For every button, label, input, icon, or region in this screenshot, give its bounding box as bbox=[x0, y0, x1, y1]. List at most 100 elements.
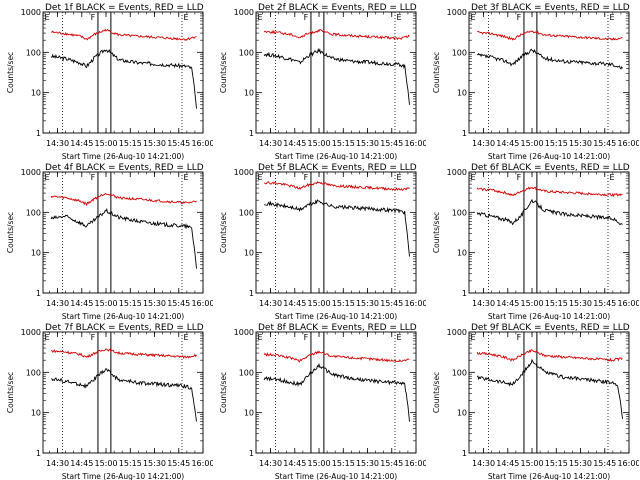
x-tick-label: 15:15 bbox=[332, 139, 355, 148]
panel-svg: Det 1f BLACK = Events, RED = LLD Counts/s… bbox=[6, 3, 213, 160]
x-tick-label: 15:30 bbox=[569, 459, 592, 468]
y-tick-label: 1 bbox=[249, 289, 254, 298]
x-tick-label: 15:15 bbox=[332, 299, 355, 308]
panel-title: Det 8f BLACK = Events, RED = LLD bbox=[258, 323, 417, 333]
lld-line bbox=[50, 28, 197, 41]
x-tick-label: 15:30 bbox=[143, 139, 166, 148]
y-tick-label: 100 bbox=[239, 208, 254, 217]
interval-marker-left: E bbox=[44, 333, 49, 342]
x-tick-label: 15:15 bbox=[119, 139, 142, 148]
plot-frame bbox=[255, 171, 417, 294]
x-tick-label: 15:45 bbox=[167, 299, 190, 308]
y-tick-label: 100 bbox=[26, 368, 41, 377]
lld-line bbox=[51, 348, 197, 359]
y-tick-label: 100 bbox=[452, 48, 467, 57]
y-tick-label: 1000 bbox=[447, 328, 467, 337]
y-tick-label: 1 bbox=[249, 449, 254, 458]
interval-marker-left: E bbox=[44, 13, 49, 22]
y-tick-label: 1000 bbox=[21, 328, 41, 337]
series-group bbox=[264, 180, 410, 257]
series-group bbox=[50, 28, 197, 109]
interval-marker-right: E bbox=[183, 173, 188, 182]
y-tick-label: 1 bbox=[36, 129, 41, 138]
events-line bbox=[263, 47, 410, 105]
panel-svg: Det 8f BLACK = Events, RED = LLD Counts/s… bbox=[219, 323, 426, 480]
interval-marker-right: E bbox=[609, 333, 614, 342]
plot-frame bbox=[468, 171, 630, 294]
series-group bbox=[476, 186, 623, 226]
x-tick-label: 15:00 bbox=[307, 299, 330, 308]
x-tick-label: 15:45 bbox=[593, 459, 616, 468]
events-line bbox=[476, 48, 623, 70]
interval-marker-middle: F bbox=[517, 173, 522, 182]
x-tick-label: 16:00 bbox=[404, 459, 426, 468]
panel-title: Det 3f BLACK = Events, RED = LLD bbox=[471, 3, 630, 13]
y-tick-label: 1 bbox=[36, 449, 41, 458]
interval-marker-left: E bbox=[470, 173, 475, 182]
y-axis-label: Counts/sec bbox=[6, 212, 15, 253]
interval-marker-middle: F bbox=[304, 173, 309, 182]
x-axis-label: Start Time (26-Aug-10 14:21:00) bbox=[275, 152, 397, 160]
y-axis-label: Counts/sec bbox=[432, 52, 441, 93]
y-tick-label: 100 bbox=[239, 48, 254, 57]
x-tick-label: 15:15 bbox=[119, 459, 142, 468]
panel-det-4: Det 4f BLACK = Events, RED = LLD Counts/s… bbox=[0, 160, 213, 320]
y-tick-label: 1 bbox=[249, 129, 254, 138]
interval-marker-middle: F bbox=[304, 13, 309, 22]
panel-det-8: Det 8f BLACK = Events, RED = LLD Counts/s… bbox=[213, 320, 426, 480]
x-tick-label: 15:00 bbox=[94, 139, 117, 148]
panel-title: Det 9f BLACK = Events, RED = LLD bbox=[471, 323, 630, 333]
events-line bbox=[50, 367, 197, 422]
y-tick-label: 1000 bbox=[234, 328, 254, 337]
x-axis-label: Start Time (26-Aug-10 14:21:00) bbox=[275, 312, 397, 320]
series-group bbox=[476, 349, 623, 419]
interval-marker-middle: F bbox=[91, 13, 96, 22]
y-tick-label: 10 bbox=[457, 249, 467, 258]
x-tick-label: 15:30 bbox=[143, 299, 166, 308]
interval-marker-left: E bbox=[257, 13, 262, 22]
x-tick-label: 14:30 bbox=[259, 299, 282, 308]
panel-svg: Det 5f BLACK = Events, RED = LLD Counts/s… bbox=[219, 163, 426, 320]
x-tick-label: 15:45 bbox=[380, 459, 403, 468]
y-tick-label: 1 bbox=[462, 449, 467, 458]
events-line bbox=[264, 199, 410, 257]
interval-marker-right: E bbox=[183, 13, 188, 22]
x-tick-label: 15:45 bbox=[167, 459, 190, 468]
y-tick-label: 10 bbox=[31, 249, 41, 258]
x-axis-label: Start Time (26-Aug-10 14:21:00) bbox=[488, 312, 610, 320]
plot-frame bbox=[468, 11, 630, 134]
x-tick-label: 15:30 bbox=[356, 139, 379, 148]
interval-marker-middle: F bbox=[91, 173, 96, 182]
series-group bbox=[263, 350, 410, 422]
events-line bbox=[50, 49, 197, 109]
interval-marker-left: E bbox=[257, 333, 262, 342]
panel-svg: Det 3f BLACK = Events, RED = LLD Counts/s… bbox=[432, 3, 639, 160]
y-axis-label: Counts/sec bbox=[6, 52, 15, 93]
y-tick-label: 1 bbox=[462, 289, 467, 298]
panel-det-7: Det 7f BLACK = Events, RED = LLD Counts/s… bbox=[0, 320, 213, 480]
x-tick-label: 15:45 bbox=[380, 299, 403, 308]
x-tick-label: 16:00 bbox=[617, 299, 639, 308]
panel-title: Det 5f BLACK = Events, RED = LLD bbox=[258, 163, 417, 173]
x-tick-label: 15:45 bbox=[380, 139, 403, 148]
x-tick-label: 14:45 bbox=[283, 299, 306, 308]
interval-marker-left: E bbox=[470, 333, 475, 342]
lld-line bbox=[263, 28, 410, 41]
x-tick-label: 14:45 bbox=[70, 139, 93, 148]
x-tick-label: 14:45 bbox=[70, 299, 93, 308]
plot-frame bbox=[42, 171, 204, 294]
x-tick-label: 15:00 bbox=[520, 299, 543, 308]
events-line bbox=[476, 198, 623, 226]
series-group bbox=[263, 28, 410, 105]
x-tick-label: 14:30 bbox=[472, 299, 495, 308]
y-tick-label: 10 bbox=[31, 89, 41, 98]
y-tick-label: 10 bbox=[457, 89, 467, 98]
x-axis-label: Start Time (26-Aug-10 14:21:00) bbox=[62, 472, 184, 480]
panel-det-9: Det 9f BLACK = Events, RED = LLD Counts/s… bbox=[426, 320, 639, 480]
plot-frame bbox=[255, 11, 417, 134]
x-tick-label: 15:15 bbox=[545, 459, 568, 468]
panel-det-5: Det 5f BLACK = Events, RED = LLD Counts/s… bbox=[213, 160, 426, 320]
interval-marker-middle: F bbox=[304, 333, 309, 342]
plot-frame bbox=[42, 331, 204, 454]
x-tick-label: 14:30 bbox=[259, 139, 282, 148]
